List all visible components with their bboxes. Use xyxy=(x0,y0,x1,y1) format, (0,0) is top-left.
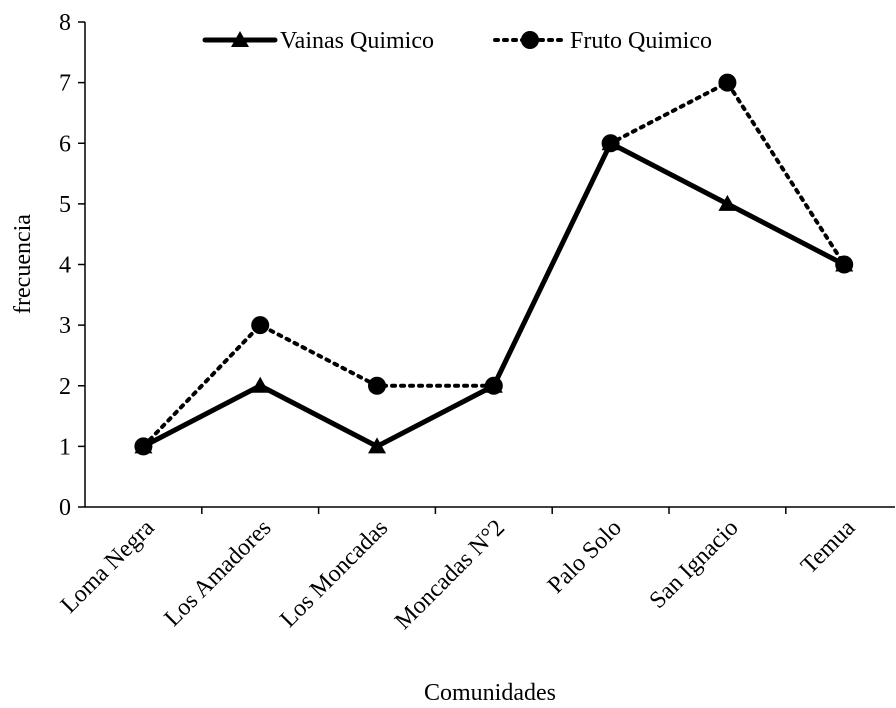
series-line xyxy=(140,139,847,450)
legend-marker xyxy=(231,31,249,47)
x-tick-label: Los Amadores xyxy=(160,515,277,632)
legend-label: Vainas Quimico xyxy=(280,28,434,54)
point xyxy=(251,316,270,335)
point xyxy=(368,437,386,454)
y-tick-label: 1 xyxy=(59,434,71,460)
y-tick-label: 5 xyxy=(59,192,71,218)
y-tick-label: 4 xyxy=(59,253,71,279)
point xyxy=(718,194,737,211)
x-tick-label: Temua xyxy=(796,515,861,580)
legend-label: Fruto Quimico xyxy=(570,28,712,54)
y-tick-label: 3 xyxy=(59,313,71,339)
point xyxy=(484,376,503,395)
y-tick-label: 7 xyxy=(59,71,71,97)
point xyxy=(718,73,737,92)
x-tick-label: Loma Negra xyxy=(56,515,160,619)
x-tick-label: Palo Solo xyxy=(543,515,627,599)
point xyxy=(134,437,153,456)
point xyxy=(368,376,386,395)
y-tick-label: 0 xyxy=(59,495,71,521)
point xyxy=(835,255,854,274)
point xyxy=(251,376,270,393)
x-axis-label: Comunidades xyxy=(424,680,556,706)
y-axis-label: frecuencia xyxy=(10,214,36,314)
y-tick-label: 6 xyxy=(59,131,71,157)
x-tick-label: Moncadas N°2 xyxy=(390,515,510,635)
x-tick-label: San Ignacio xyxy=(645,515,744,614)
y-tick-label: 8 xyxy=(59,10,71,36)
point xyxy=(601,134,620,153)
legend-marker xyxy=(521,31,539,49)
x-tick-label: Los Moncadas xyxy=(275,515,393,633)
y-tick-label: 2 xyxy=(59,374,71,400)
